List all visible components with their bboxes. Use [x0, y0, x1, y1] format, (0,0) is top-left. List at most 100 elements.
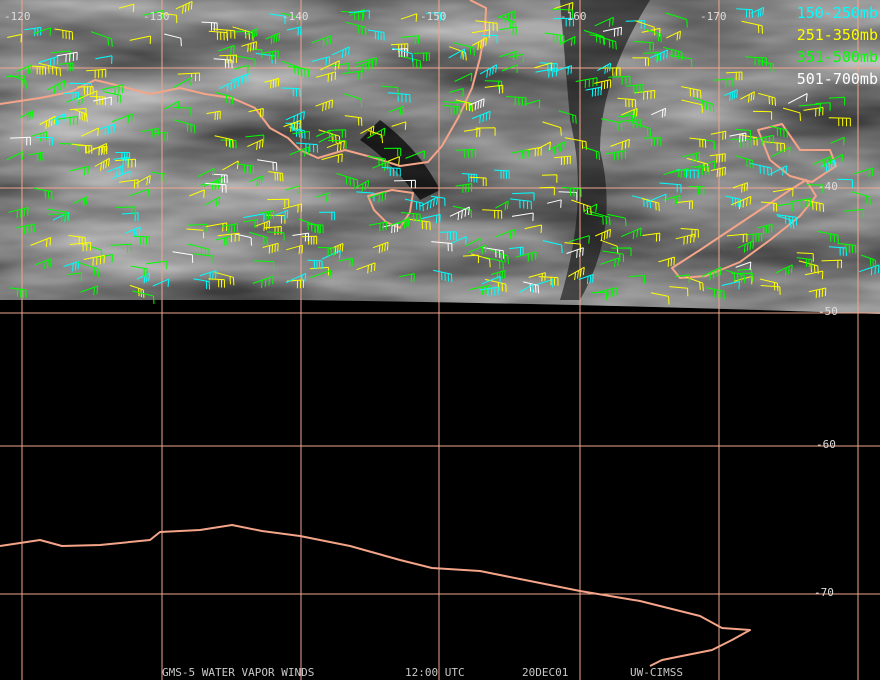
wind-barb — [760, 285, 781, 295]
wind-barb — [153, 132, 169, 141]
wind-barb — [646, 193, 667, 203]
wind-barb — [72, 196, 88, 206]
wind-barb — [608, 75, 631, 85]
wind-barb — [136, 272, 151, 284]
wind-barb — [538, 276, 559, 286]
wind-barb — [328, 140, 347, 149]
wind-barb — [756, 223, 773, 235]
wind-barb — [752, 110, 773, 120]
wind-barb — [264, 77, 280, 89]
wind-barb — [669, 286, 689, 297]
wind-barb — [343, 93, 363, 108]
latitude-label: -70 — [814, 586, 834, 599]
wind-barb — [790, 198, 812, 209]
wind-barb — [626, 84, 644, 94]
wind-barb — [803, 199, 825, 213]
wind-barb — [286, 26, 302, 36]
wind-barb — [212, 173, 228, 184]
wind-barb — [204, 196, 221, 207]
wind-barb — [321, 153, 343, 163]
wind-barb — [320, 60, 340, 71]
wind-barb — [161, 13, 178, 24]
wind-barb — [758, 59, 775, 73]
wind-barb — [81, 127, 99, 137]
new-zealand-south-coast — [671, 179, 817, 279]
wind-barb — [68, 235, 86, 246]
wind-barb — [243, 213, 265, 222]
wind-barb — [355, 57, 377, 68]
wind-barb — [439, 231, 457, 241]
wind-barb — [245, 134, 265, 144]
wind-barb — [101, 84, 124, 95]
wind-barb — [214, 271, 235, 286]
wind-barb — [735, 261, 752, 271]
wind-barb — [735, 155, 754, 169]
wind-barb — [329, 242, 344, 255]
wind-barb — [368, 221, 388, 232]
wind-barb — [326, 140, 345, 152]
wind-barb — [735, 128, 752, 139]
wind-barb — [311, 35, 332, 47]
wind-barb — [86, 68, 107, 79]
antarctica-coast — [0, 524, 751, 667]
wind-barb — [669, 167, 689, 179]
wind-barb — [201, 21, 218, 31]
footer-date: 20DEC01 — [522, 666, 568, 679]
wind-barb — [301, 235, 318, 245]
wind-barb — [381, 167, 401, 177]
wind-barb — [213, 58, 233, 69]
wind-barb — [292, 232, 310, 242]
wind-barb — [212, 28, 236, 39]
wind-barb — [80, 285, 99, 296]
wind-barb — [47, 208, 68, 221]
wind-barb — [115, 152, 131, 161]
wind-barb — [768, 125, 788, 138]
wind-barb — [241, 41, 257, 53]
wind-barb — [311, 56, 331, 66]
wind-barb — [336, 173, 359, 188]
wind-barb — [736, 8, 753, 18]
wind-barb — [219, 78, 240, 93]
wind-barb — [509, 246, 524, 256]
wind-barb — [524, 99, 541, 109]
wind-barb — [597, 35, 617, 50]
wind-barb — [796, 252, 814, 262]
wind-barb — [368, 191, 387, 203]
longitude-label: -160 — [560, 10, 587, 23]
wind-barb — [206, 110, 221, 121]
wind-barb — [173, 107, 192, 117]
wind-barb — [110, 243, 132, 253]
wind-barb — [659, 182, 682, 193]
wind-barb — [252, 275, 274, 289]
wind-barb — [259, 210, 275, 221]
wind-barb — [9, 287, 27, 298]
wind-barb — [583, 146, 600, 161]
wind-barb — [566, 247, 584, 258]
wind-barb — [30, 131, 48, 142]
wind-barb — [218, 44, 235, 55]
wind-barb — [287, 66, 310, 78]
wind-barb — [553, 17, 574, 27]
wind-barb — [430, 195, 446, 207]
wind-barb — [621, 227, 642, 240]
wind-barb — [220, 139, 237, 149]
wind-barb — [390, 43, 409, 53]
wind-barb — [387, 92, 411, 103]
wind-barb — [449, 206, 470, 221]
wind-barb — [248, 108, 264, 118]
wind-barb — [132, 235, 150, 245]
wind-barb — [597, 62, 612, 74]
wind-barb — [63, 261, 80, 272]
wind-barb — [452, 205, 472, 218]
wind-barb — [808, 287, 827, 299]
wind-barb — [48, 213, 70, 223]
wind-barb — [400, 35, 420, 45]
wind-barb — [589, 211, 611, 226]
wind-barb — [7, 33, 22, 43]
wind-barb — [569, 235, 590, 244]
wind-barb — [681, 86, 702, 99]
wind-barb — [515, 251, 537, 262]
wind-barb — [670, 55, 693, 67]
wind-barb — [662, 46, 683, 61]
wind-barb — [92, 96, 112, 106]
